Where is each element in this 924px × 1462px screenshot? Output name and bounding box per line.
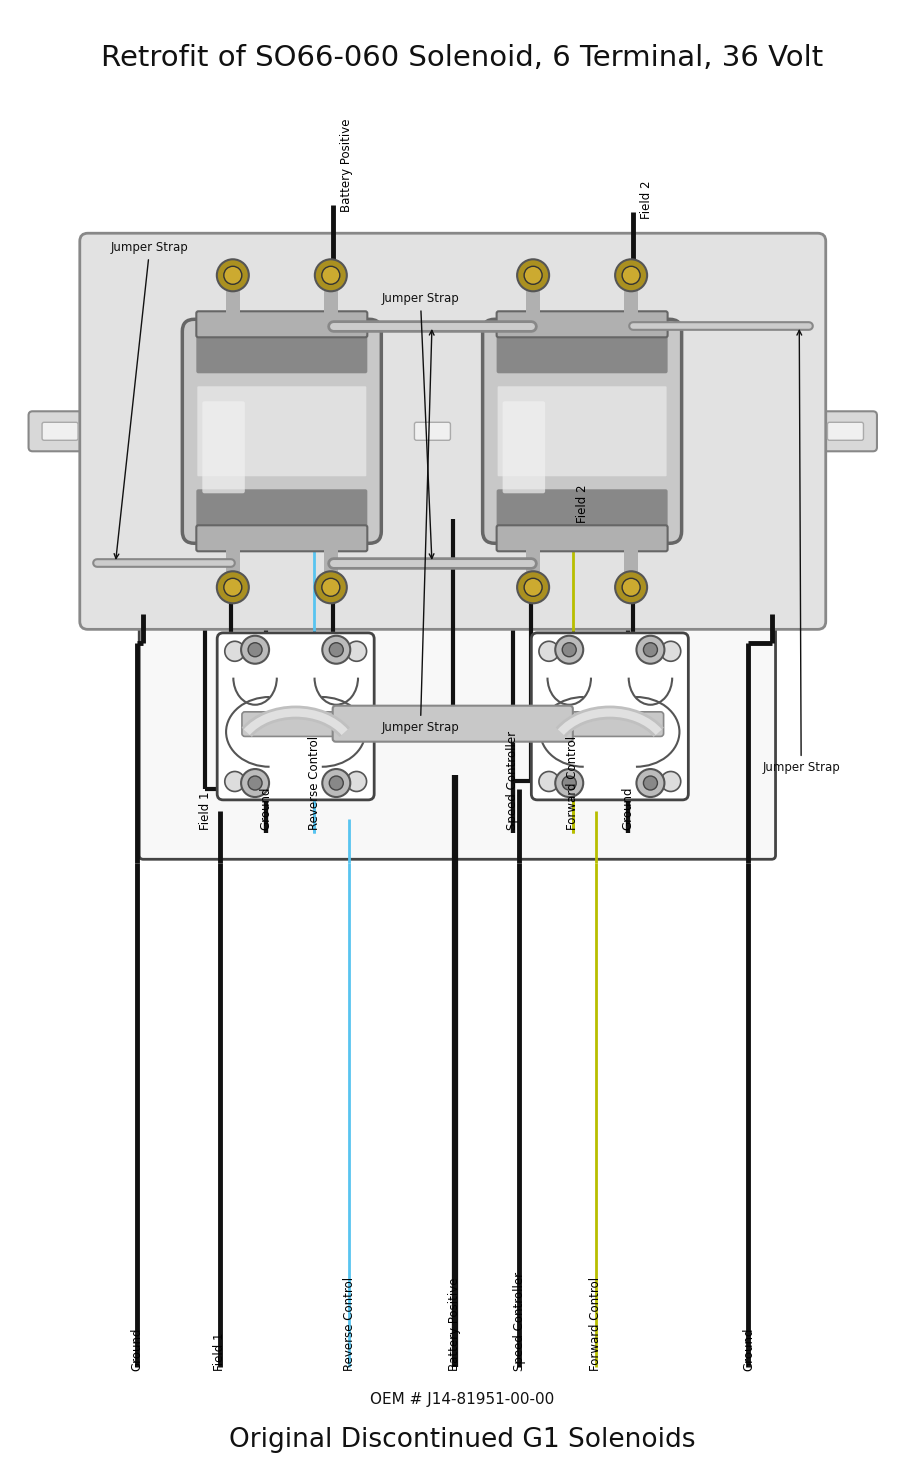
Text: Original Discontinued G1 Solenoids: Original Discontinued G1 Solenoids	[229, 1427, 695, 1453]
Text: Ground: Ground	[622, 787, 635, 830]
FancyBboxPatch shape	[828, 423, 863, 440]
Bar	[526, 550, 541, 588]
FancyBboxPatch shape	[79, 234, 826, 629]
FancyBboxPatch shape	[196, 311, 368, 338]
Text: Ground: Ground	[260, 787, 273, 830]
Text: Ground: Ground	[130, 1327, 143, 1371]
FancyBboxPatch shape	[496, 311, 668, 338]
Circle shape	[225, 772, 245, 791]
Circle shape	[555, 636, 583, 664]
Bar	[225, 275, 240, 313]
Circle shape	[622, 579, 640, 596]
Circle shape	[224, 266, 242, 284]
FancyBboxPatch shape	[29, 411, 91, 452]
FancyBboxPatch shape	[198, 386, 366, 477]
Bar	[526, 275, 541, 313]
FancyBboxPatch shape	[140, 566, 775, 860]
Circle shape	[517, 259, 549, 291]
FancyBboxPatch shape	[496, 525, 668, 551]
Circle shape	[643, 776, 658, 789]
Circle shape	[248, 643, 262, 656]
Circle shape	[524, 579, 542, 596]
Circle shape	[225, 642, 245, 661]
Text: Retrofit of SO66-060 Solenoid, 6 Terminal, 36 Volt: Retrofit of SO66-060 Solenoid, 6 Termina…	[101, 44, 823, 73]
Circle shape	[329, 643, 344, 656]
Bar	[624, 275, 638, 313]
Circle shape	[615, 259, 647, 291]
Text: Jumper Strap: Jumper Strap	[382, 292, 459, 558]
Text: Forward Control: Forward Control	[566, 737, 579, 830]
FancyBboxPatch shape	[482, 319, 682, 544]
Text: Jumper Strap: Jumper Strap	[762, 330, 840, 773]
Text: Speed Controller: Speed Controller	[513, 1272, 526, 1371]
FancyBboxPatch shape	[333, 706, 573, 741]
Bar	[624, 550, 638, 588]
Circle shape	[248, 776, 262, 789]
Text: Jumper Strap: Jumper Strap	[382, 330, 459, 734]
Circle shape	[315, 572, 346, 604]
Circle shape	[217, 259, 249, 291]
Circle shape	[622, 266, 640, 284]
FancyBboxPatch shape	[496, 333, 668, 373]
Circle shape	[329, 776, 344, 789]
Circle shape	[615, 572, 647, 604]
Circle shape	[562, 643, 577, 656]
Circle shape	[661, 772, 681, 791]
Circle shape	[637, 769, 664, 797]
Circle shape	[241, 769, 269, 797]
Circle shape	[322, 266, 340, 284]
Circle shape	[322, 636, 350, 664]
FancyBboxPatch shape	[196, 525, 368, 551]
Circle shape	[555, 769, 583, 797]
Circle shape	[224, 579, 242, 596]
Circle shape	[517, 572, 549, 604]
Circle shape	[661, 642, 681, 661]
Text: Jumper Strap: Jumper Strap	[111, 241, 188, 558]
FancyBboxPatch shape	[814, 411, 877, 452]
Circle shape	[524, 266, 542, 284]
Text: Field 1: Field 1	[213, 1333, 226, 1371]
Text: Field 2: Field 2	[576, 485, 589, 523]
Circle shape	[643, 643, 658, 656]
FancyBboxPatch shape	[531, 633, 688, 800]
FancyBboxPatch shape	[217, 633, 374, 800]
Text: Speed Controller: Speed Controller	[506, 731, 519, 830]
Circle shape	[346, 642, 367, 661]
FancyBboxPatch shape	[401, 411, 464, 452]
Text: OEM # J14-81951-00-00: OEM # J14-81951-00-00	[370, 1392, 554, 1406]
Circle shape	[315, 259, 346, 291]
FancyBboxPatch shape	[496, 490, 668, 529]
FancyBboxPatch shape	[182, 319, 382, 544]
FancyBboxPatch shape	[202, 401, 245, 493]
FancyBboxPatch shape	[196, 490, 368, 529]
FancyBboxPatch shape	[503, 401, 545, 493]
Circle shape	[346, 772, 367, 791]
Text: Ground: Ground	[742, 1327, 755, 1371]
Text: Battery Positive: Battery Positive	[340, 118, 353, 212]
Circle shape	[322, 579, 340, 596]
Text: Battery Positive: Battery Positive	[448, 1278, 461, 1371]
Bar	[225, 550, 240, 588]
Circle shape	[539, 642, 559, 661]
FancyBboxPatch shape	[415, 423, 450, 440]
FancyBboxPatch shape	[556, 712, 663, 737]
Circle shape	[217, 572, 249, 604]
Bar	[323, 275, 338, 313]
FancyBboxPatch shape	[43, 423, 78, 440]
Circle shape	[562, 776, 577, 789]
Text: Field 2: Field 2	[640, 181, 653, 219]
FancyBboxPatch shape	[196, 333, 368, 373]
Circle shape	[539, 772, 559, 791]
Bar	[323, 550, 338, 588]
FancyBboxPatch shape	[242, 712, 349, 737]
Text: Field 1: Field 1	[199, 792, 212, 830]
Text: Forward Control: Forward Control	[590, 1278, 602, 1371]
Text: Reverse Control: Reverse Control	[308, 737, 321, 830]
Text: Reverse Control: Reverse Control	[343, 1278, 356, 1371]
Circle shape	[637, 636, 664, 664]
Circle shape	[241, 636, 269, 664]
FancyBboxPatch shape	[498, 386, 666, 477]
Circle shape	[322, 769, 350, 797]
